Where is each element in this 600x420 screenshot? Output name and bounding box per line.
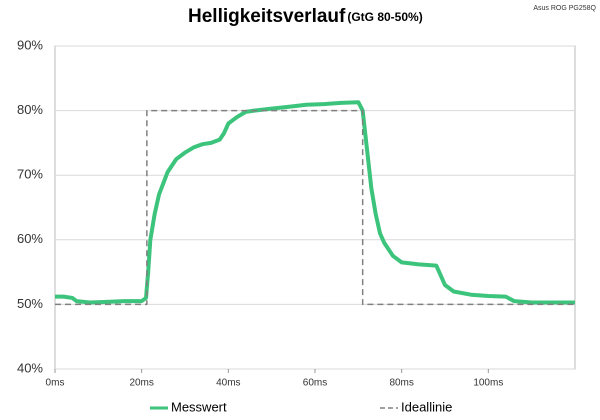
series-line — [55, 109, 575, 306]
y-tick-label: 70% — [17, 167, 43, 182]
y-tick-label: 60% — [17, 231, 43, 246]
x-tick-label: 40ms — [216, 378, 240, 389]
legend-label: Ideallinie — [401, 399, 452, 414]
x-tick-label: 60ms — [303, 378, 327, 389]
y-tick-label: 50% — [17, 296, 43, 311]
chart-subtitle: (GtG 80-50%) — [347, 10, 422, 24]
y-tick-label: 80% — [17, 102, 43, 117]
y-tick-label: 40% — [17, 360, 43, 375]
x-tick-label: 20ms — [129, 378, 153, 389]
y-tick-label: 90% — [17, 37, 43, 52]
x-tick-label: 100ms — [473, 378, 503, 389]
x-tick-label: 0ms — [46, 378, 65, 389]
annotation: Asus ROG PG258Q — [533, 5, 596, 12]
plot-frame — [54, 45, 576, 370]
chart-title: Helligkeitsverlauf — [188, 6, 346, 27]
series-line — [55, 100, 575, 305]
legend-label: Messwert — [171, 399, 227, 414]
x-tick-label: 80ms — [389, 378, 413, 389]
